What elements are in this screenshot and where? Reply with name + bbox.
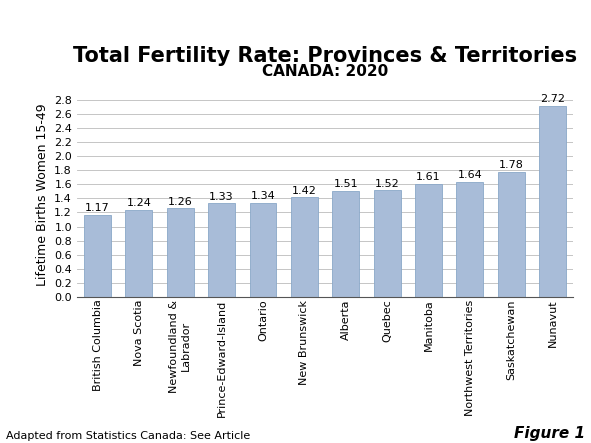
Text: 1.24: 1.24 <box>126 198 151 208</box>
Text: 1.34: 1.34 <box>251 191 275 201</box>
Bar <box>456 182 483 297</box>
Bar <box>498 172 525 297</box>
Text: 2.72: 2.72 <box>540 94 565 104</box>
Bar <box>208 203 235 297</box>
Text: 1.17: 1.17 <box>85 203 110 213</box>
Text: Adapted from Statistics Canada: See Article: Adapted from Statistics Canada: See Arti… <box>6 431 250 441</box>
Text: Figure 1: Figure 1 <box>514 426 585 441</box>
Bar <box>374 190 401 297</box>
Bar <box>249 202 277 297</box>
Text: 1.61: 1.61 <box>416 172 441 182</box>
Bar <box>539 106 566 297</box>
Text: 1.33: 1.33 <box>209 192 234 202</box>
Text: CANADA: 2020: CANADA: 2020 <box>262 64 388 79</box>
Text: 1.51: 1.51 <box>333 179 358 189</box>
Bar <box>291 197 318 297</box>
Text: 1.52: 1.52 <box>375 179 400 189</box>
Text: 1.78: 1.78 <box>499 160 524 170</box>
Text: 1.26: 1.26 <box>168 197 193 207</box>
Y-axis label: Lifetime Births Women 15-49: Lifetime Births Women 15-49 <box>35 104 48 286</box>
Bar <box>415 184 442 297</box>
Title: Total Fertility Rate: Provinces & Territories: Total Fertility Rate: Provinces & Territ… <box>73 47 577 66</box>
Bar <box>167 208 194 297</box>
Bar <box>125 210 152 297</box>
Bar <box>84 214 111 297</box>
Text: 1.64: 1.64 <box>457 170 482 180</box>
Text: 1.42: 1.42 <box>292 186 317 196</box>
Bar <box>332 190 359 297</box>
